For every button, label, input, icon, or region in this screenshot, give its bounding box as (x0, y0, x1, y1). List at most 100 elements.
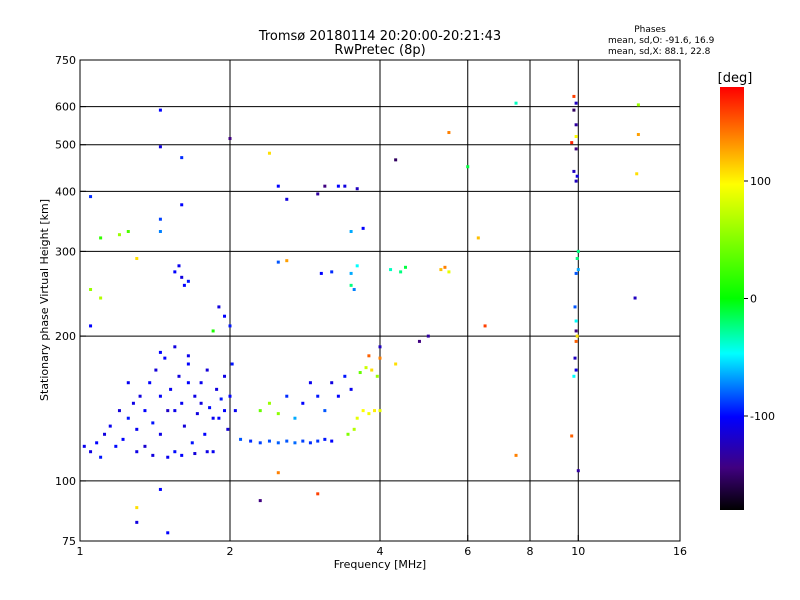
data-point (572, 108, 576, 112)
data-point (166, 409, 170, 413)
data-point (103, 432, 107, 436)
data-point (199, 401, 203, 405)
data-point (203, 432, 207, 436)
stats-line-x: mean, sd,X: 88.1, 22.8 (608, 47, 711, 57)
data-point (169, 387, 173, 391)
data-point (483, 324, 487, 328)
data-point (177, 264, 181, 268)
data-point (158, 145, 162, 149)
data-point (574, 339, 578, 343)
stats-line-o: mean, sd,O: -91.6, 16.9 (608, 36, 715, 46)
data-point (230, 362, 234, 366)
colorbar-ticks: 100 0 -100 (744, 175, 775, 423)
data-point (126, 229, 130, 233)
data-point (447, 131, 451, 135)
x-tick-label: 6 (464, 545, 471, 558)
data-point (293, 441, 297, 445)
data-point (447, 270, 451, 274)
data-point (182, 424, 186, 428)
data-point (370, 368, 374, 372)
data-point (217, 305, 221, 309)
data-point (82, 444, 86, 448)
data-point (158, 432, 162, 436)
data-point (228, 394, 232, 398)
x-tick-label: 2 (227, 545, 234, 558)
data-point (636, 103, 640, 107)
data-point (276, 260, 280, 264)
data-points (82, 94, 640, 535)
data-point (352, 427, 356, 431)
data-point (323, 409, 327, 413)
data-point (576, 268, 580, 272)
data-point (121, 437, 125, 441)
data-point (239, 437, 243, 441)
data-point (180, 401, 184, 405)
data-point (319, 271, 323, 275)
data-point (186, 362, 190, 366)
data-point (343, 184, 347, 188)
data-point (158, 394, 162, 398)
data-point (143, 409, 147, 413)
data-point (358, 371, 362, 375)
data-point (158, 108, 162, 112)
colorbar-tick-label: 0 (750, 293, 757, 306)
data-point (323, 437, 327, 441)
data-point (138, 394, 142, 398)
data-point (574, 135, 578, 139)
data-point (330, 439, 334, 443)
x-axis-label: Frequency [MHz] (334, 558, 426, 571)
data-point (154, 368, 158, 372)
data-point (349, 271, 353, 275)
data-point (574, 319, 578, 323)
data-point (570, 141, 574, 145)
data-point (267, 151, 271, 155)
data-point (190, 441, 194, 445)
colorbar (720, 87, 744, 510)
data-point (211, 416, 215, 420)
y-tick-label: 100 (55, 475, 76, 488)
data-point (199, 381, 203, 385)
data-point (285, 197, 289, 201)
data-point (394, 362, 398, 366)
data-point (193, 394, 197, 398)
data-point (378, 345, 382, 349)
data-point (355, 416, 359, 420)
data-point (417, 339, 421, 343)
data-point (373, 409, 377, 413)
data-point (131, 401, 135, 405)
data-point (258, 499, 262, 503)
x-axis-ticks: 1 2 4 6 8 10 16 (77, 535, 687, 558)
data-point (576, 469, 580, 473)
data-point (574, 147, 578, 151)
data-point (151, 421, 155, 425)
data-point (223, 409, 227, 413)
data-point (466, 165, 470, 169)
data-point (378, 356, 382, 360)
data-point (180, 203, 184, 207)
data-point (367, 354, 371, 358)
data-point (361, 226, 365, 230)
data-point (574, 123, 578, 127)
data-point (117, 409, 121, 413)
data-point (636, 133, 640, 137)
data-point (575, 174, 579, 178)
data-point (574, 368, 578, 372)
data-point (316, 394, 320, 398)
data-point (223, 314, 227, 318)
data-point (276, 441, 280, 445)
data-point (514, 453, 518, 457)
data-point (143, 444, 147, 448)
data-point (343, 374, 347, 378)
grid-lines (80, 60, 680, 541)
data-point (285, 439, 289, 443)
y-tick-label: 300 (55, 245, 76, 258)
data-point (308, 441, 312, 445)
data-point (308, 381, 312, 385)
data-point (180, 156, 184, 160)
data-point (575, 334, 579, 338)
data-point (293, 416, 297, 420)
data-point (226, 427, 230, 431)
x-tick-label: 10 (571, 545, 585, 558)
x-tick-label: 8 (527, 545, 534, 558)
data-point (177, 374, 181, 378)
